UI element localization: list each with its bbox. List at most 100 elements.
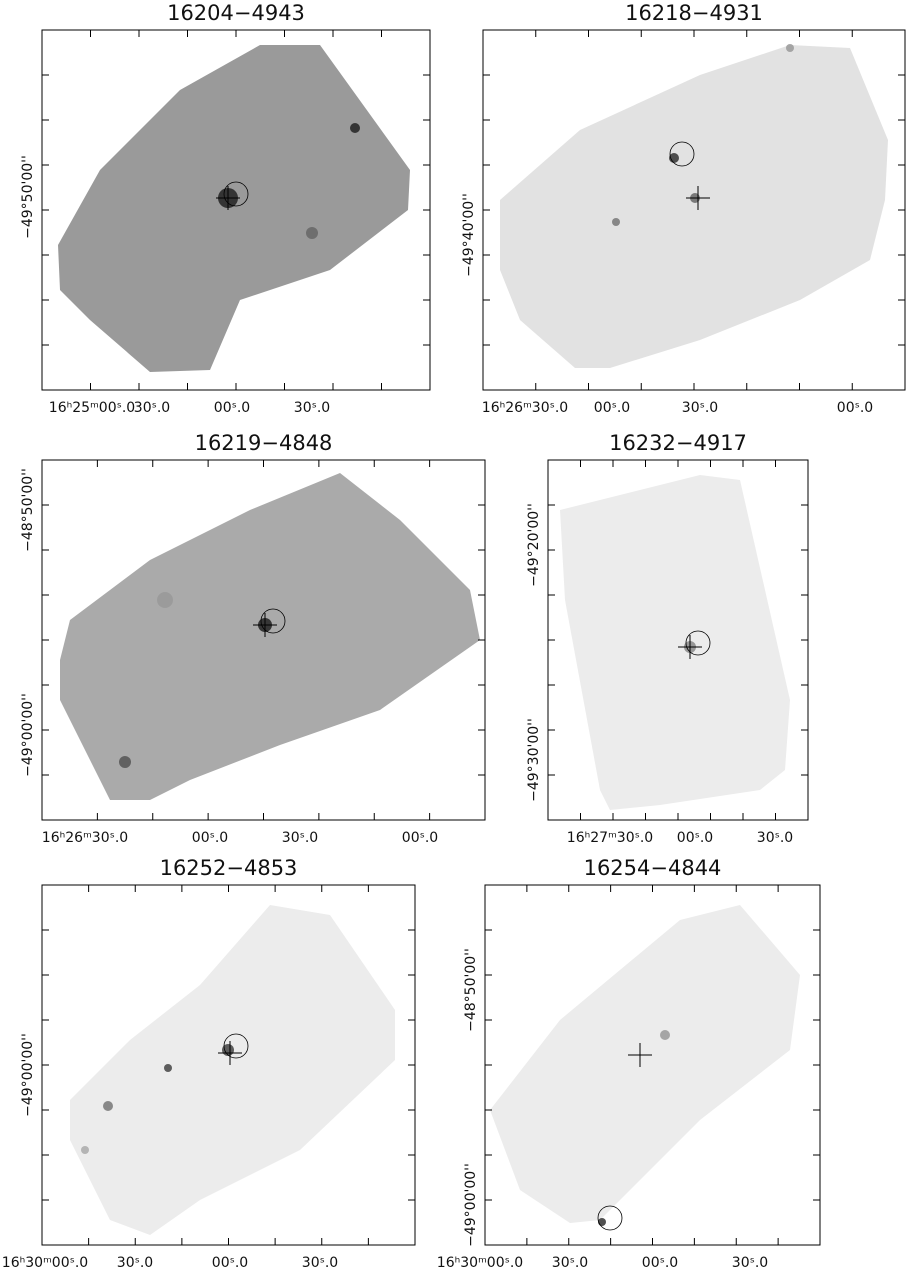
panel: 16252−4853 16ʰ30ᵐ00ˢ.0 30ˢ.0 00ˢ.0 30ˢ.0 −49°…	[2, 856, 416, 1271]
tick	[42, 885, 415, 1245]
x-tick-label: 30ˢ.0	[757, 830, 793, 846]
source	[81, 1146, 89, 1154]
panel: 16254−4844 16ʰ30ᵐ00ˢ.0 30ˢ.0 00ˢ.0 30ˢ.0 −48°…	[437, 856, 821, 1271]
panel-title: 16204−4943	[167, 1, 305, 25]
x-tick-label: 30ˢ.0	[732, 1255, 768, 1271]
tick	[483, 30, 905, 390]
position-cross	[218, 1041, 242, 1065]
x-tick-label: 30ˢ.0	[552, 1255, 588, 1271]
x-tick-label: 30ˢ.0	[302, 1255, 338, 1271]
source	[786, 44, 794, 52]
y-tick-label: −49°30'00''	[526, 718, 542, 802]
tick	[548, 460, 808, 820]
panel-title: 16219−4848	[195, 431, 333, 455]
y-tick-label: −49°00'00''	[20, 1033, 36, 1117]
tick	[42, 885, 415, 1245]
sky-image	[500, 45, 888, 368]
tick	[485, 885, 820, 1245]
tick	[485, 885, 820, 1245]
panel-title: 16232−4917	[609, 431, 747, 455]
tick	[483, 30, 905, 390]
x-tick-label: 00ˢ.0	[642, 1255, 678, 1271]
tick	[42, 460, 485, 820]
position-cross	[678, 635, 702, 659]
sky-image	[58, 45, 410, 372]
x-tick-label: 16ʰ26ᵐ30ˢ.0	[482, 400, 568, 416]
x-tick-label: 30ˢ.0	[294, 400, 330, 416]
tick	[548, 460, 808, 820]
source	[103, 1101, 113, 1111]
tick	[42, 885, 415, 1245]
tick	[483, 30, 905, 390]
contour	[223, 181, 249, 207]
tick	[42, 30, 430, 390]
contour	[597, 1205, 623, 1231]
x-tick-label: 00ˢ.0	[214, 400, 250, 416]
tick	[42, 885, 415, 1245]
tick	[42, 30, 430, 390]
sky-image	[60, 473, 480, 800]
x-tick-label: 30ˢ.0	[282, 830, 318, 846]
x-tick-label: 00ˢ.0	[192, 830, 228, 846]
tick	[483, 30, 905, 390]
source	[306, 227, 318, 239]
contour	[260, 608, 286, 634]
tick	[485, 885, 820, 1245]
y-tick-label: −49°20'00''	[526, 503, 542, 587]
panel: 16219−4848 16ʰ26ᵐ30ˢ.0 00ˢ.0 30ˢ.0 00ˢ.0 −48°…	[20, 431, 486, 846]
position-cross	[628, 1043, 652, 1067]
source	[119, 756, 131, 768]
tick	[483, 30, 905, 390]
tick	[483, 30, 905, 390]
tick	[42, 885, 415, 1245]
tick	[42, 30, 430, 390]
y-tick-label: −49°00'00''	[463, 1163, 479, 1247]
tick	[42, 30, 430, 390]
panel-title: 16218−4931	[625, 1, 763, 25]
y-tick-label: −48°50'00''	[463, 948, 479, 1032]
tick	[42, 460, 485, 820]
x-tick-label: 16ʰ30ᵐ00ˢ.0	[2, 1255, 88, 1271]
sky-image	[490, 905, 800, 1223]
panel: 16218−4931 16ʰ26ᵐ30ˢ.0 00ˢ.0 30ˢ.0 00ˢ.0 −49°…	[461, 1, 906, 416]
y-tick-label: −49°00'00''	[20, 693, 36, 777]
tick	[42, 460, 485, 820]
panel-title: 16254−4844	[584, 856, 722, 880]
sky-image	[70, 905, 395, 1235]
tick	[485, 885, 820, 1245]
tick	[548, 460, 808, 820]
tick	[42, 30, 430, 390]
source	[157, 592, 173, 608]
panel-title: 16252−4853	[160, 856, 298, 880]
tick	[42, 460, 485, 820]
tick	[42, 885, 415, 1245]
x-tick-label: 16ʰ27ᵐ30ˢ.0	[567, 830, 653, 846]
contour	[669, 141, 695, 167]
x-tick-label: 00ˢ.0	[677, 830, 713, 846]
tick	[548, 460, 808, 820]
y-tick-label: −49°50'00''	[20, 155, 36, 239]
source	[350, 123, 360, 133]
contour	[223, 1033, 249, 1059]
tick	[42, 460, 485, 820]
position-cross	[686, 186, 710, 210]
tick	[42, 460, 485, 820]
contour	[685, 630, 711, 656]
tick	[42, 885, 415, 1245]
x-tick-label: 30ˢ.0	[682, 400, 718, 416]
sky-image	[560, 475, 790, 810]
source	[660, 1030, 670, 1040]
tick	[548, 460, 808, 820]
x-tick-label: 00ˢ.0	[594, 400, 630, 416]
y-tick-label: −48°50'00''	[20, 468, 36, 552]
position-cross	[216, 186, 240, 210]
panel: 16232−4917 16ʰ27ᵐ30ˢ.0 00ˢ.0 30ˢ.0 −49°20'00…	[526, 431, 809, 846]
source	[598, 1218, 606, 1226]
x-tick-label: 00ˢ.0	[212, 1255, 248, 1271]
position-cross	[253, 613, 277, 637]
source	[612, 218, 620, 226]
tick	[42, 30, 430, 390]
x-tick-label: 00ˢ.0	[402, 830, 438, 846]
tick	[483, 30, 905, 390]
